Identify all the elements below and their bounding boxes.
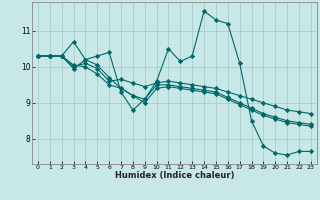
X-axis label: Humidex (Indice chaleur): Humidex (Indice chaleur): [115, 171, 234, 180]
